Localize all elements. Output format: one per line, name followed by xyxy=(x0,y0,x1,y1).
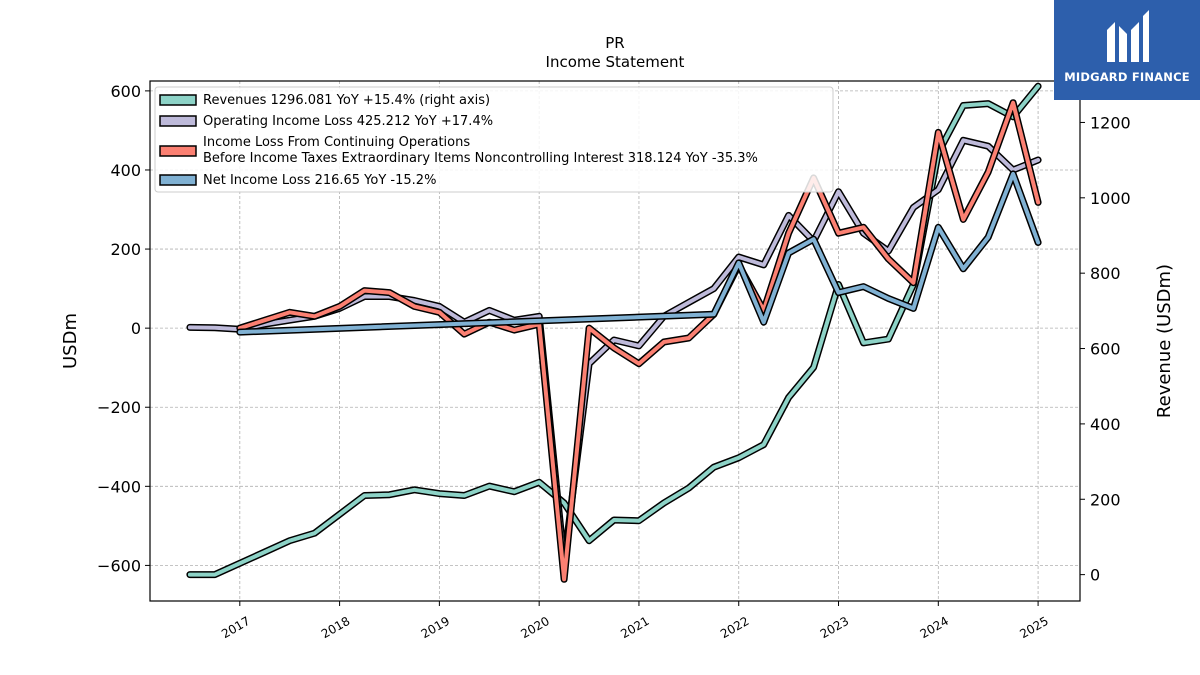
legend-label: Revenues 1296.081 YoY +15.4% (right axis… xyxy=(203,93,490,108)
y-tick-label: 400 xyxy=(110,161,141,180)
y-tick-label: 0 xyxy=(131,319,141,338)
y2-axis-label: Revenue (USDm) xyxy=(1154,264,1175,418)
y-tick-label: 200 xyxy=(110,240,141,259)
y2-tick-label: 800 xyxy=(1090,264,1121,283)
x-tick-label: 2018 xyxy=(319,614,352,641)
x-tick-label: 2021 xyxy=(618,614,651,641)
y2-tick-label: 600 xyxy=(1090,340,1121,359)
legend: Revenues 1296.081 YoY +15.4% (right axis… xyxy=(154,86,834,193)
chart-title: PR xyxy=(605,34,624,52)
legend-label: Before Income Taxes Extraordinary Items … xyxy=(203,151,758,166)
series-line xyxy=(237,171,1041,335)
x-tick-label: 2023 xyxy=(818,614,851,641)
y2-tick-label: 1000 xyxy=(1090,189,1131,208)
series-line xyxy=(237,100,1041,582)
brand-name: MIDGARD FINANCE xyxy=(1064,70,1190,84)
series-layer xyxy=(186,82,1042,583)
y2-tick-label: 0 xyxy=(1090,566,1100,585)
series-line xyxy=(187,84,1041,577)
x-tick-label: 2020 xyxy=(518,614,551,641)
y-tick-label: −400 xyxy=(97,477,141,496)
y2-tick-label: 200 xyxy=(1090,490,1121,509)
brand-badge: MIDGARD FINANCE xyxy=(1054,0,1200,100)
series-net-income-loss xyxy=(236,170,1042,336)
y-tick-label: −600 xyxy=(97,556,141,575)
chart-subtitle: Income Statement xyxy=(546,53,685,71)
x-tick-label: 2017 xyxy=(219,614,252,641)
x-tick-label: 2019 xyxy=(419,614,452,641)
x-tick-label: 2025 xyxy=(1017,614,1050,641)
midgard-m-logo-icon xyxy=(1107,10,1149,62)
y-tick-label: 600 xyxy=(110,82,141,101)
plot-frame xyxy=(149,80,1081,602)
x-tick-label: 2024 xyxy=(918,614,951,641)
legend-label: Income Loss From Continuing Operations xyxy=(203,135,470,150)
legend-swatch xyxy=(159,174,197,186)
series-revenues xyxy=(186,82,1042,579)
legend-box xyxy=(154,86,834,193)
series-income-loss-from xyxy=(236,99,1042,583)
y-tick-label: −200 xyxy=(97,398,141,417)
axis-layer: 2017 2018 2019 2020 2021 2022 2023 2024 2025 −600… xyxy=(97,82,1131,641)
y2-tick-label: 400 xyxy=(1090,415,1121,434)
legend-swatch xyxy=(159,115,197,127)
y2-tick-label: 1200 xyxy=(1090,113,1131,132)
legend-label: Net Income Loss 216.65 YoY -15.2% xyxy=(203,173,436,188)
y-axis-label: USDm xyxy=(60,313,81,369)
legend-swatch xyxy=(159,94,197,106)
legend-label: Operating Income Loss 425.212 YoY +17.4% xyxy=(203,114,493,129)
legend-swatch xyxy=(159,145,197,157)
x-tick-label: 2022 xyxy=(718,614,751,641)
